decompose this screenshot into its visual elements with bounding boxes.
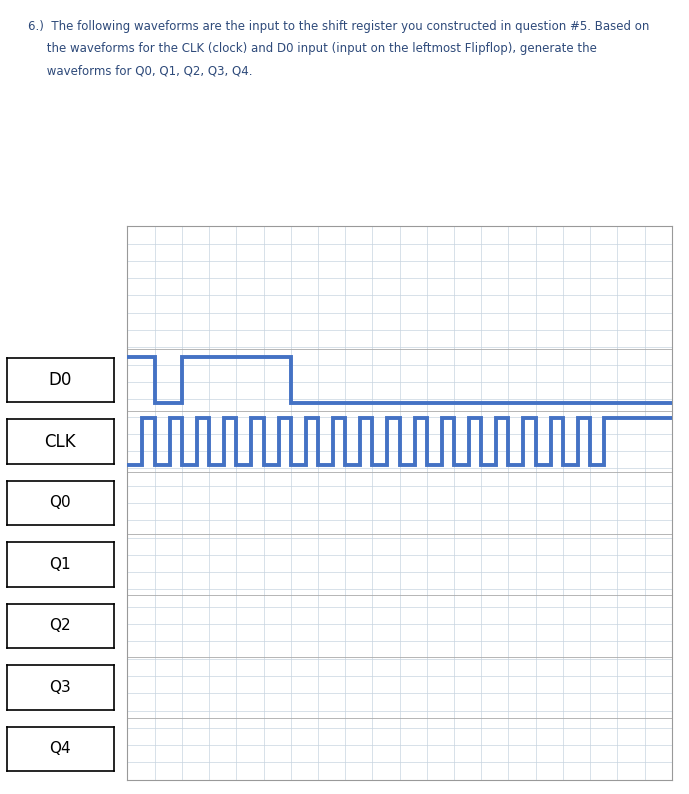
Text: D0: D0 — [49, 371, 72, 389]
Text: Q3: Q3 — [50, 680, 71, 695]
Text: waveforms for Q0, Q1, Q2, Q3, Q4.: waveforms for Q0, Q1, Q2, Q3, Q4. — [28, 64, 252, 77]
Text: CLK: CLK — [45, 433, 76, 450]
Text: the waveforms for the CLK (clock) and D0 input (input on the leftmost Flipflop),: the waveforms for the CLK (clock) and D0… — [28, 42, 597, 55]
Text: 6.)  The following waveforms are the input to the shift register you constructed: 6.) The following waveforms are the inpu… — [28, 20, 649, 33]
Text: Q2: Q2 — [50, 619, 71, 634]
Text: Q4: Q4 — [50, 742, 71, 757]
Text: Q0: Q0 — [50, 495, 71, 511]
Text: Q1: Q1 — [50, 557, 71, 572]
